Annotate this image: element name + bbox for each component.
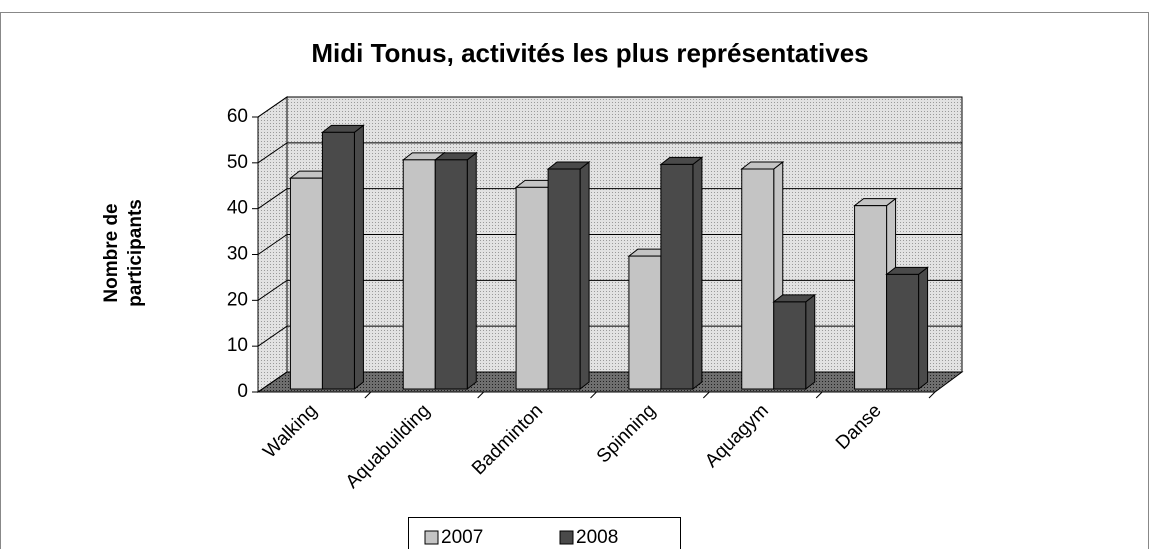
bar [659, 156, 704, 391]
bar-front [628, 255, 662, 390]
y-tick-label: 30 [227, 244, 248, 265]
grid-line [257, 234, 962, 255]
bar-side [466, 151, 477, 391]
x-tick [477, 391, 485, 399]
x-tick-label: Danse [832, 400, 886, 454]
x-tick [702, 391, 710, 399]
legend-label: 2007 [441, 527, 483, 548]
bar-side [692, 156, 703, 391]
y-axis-title: Nombre de [101, 203, 122, 302]
bar [433, 151, 478, 391]
grid-line [257, 279, 962, 301]
bar-front [773, 301, 807, 390]
bar [546, 160, 591, 391]
bar-front [854, 205, 888, 390]
legend [408, 517, 681, 549]
bar-front [515, 186, 549, 390]
bar-side [918, 266, 929, 391]
grid-line [257, 325, 962, 347]
y-tick-label: 20 [227, 289, 248, 310]
x-tick [815, 391, 823, 399]
bar [320, 124, 365, 391]
y-tick-label: 40 [227, 198, 248, 219]
x-tick [590, 391, 597, 399]
bar-front [434, 159, 468, 390]
x-tick-label: Spinning [593, 400, 660, 467]
x-tick-label: Aquagym [701, 400, 773, 472]
grid-line [257, 142, 962, 164]
legend-label: 2008 [576, 527, 618, 548]
y-axis-title: participants [125, 199, 146, 307]
y-tick-label: 60 [227, 106, 248, 127]
x-tick-label: Badminton [468, 400, 547, 479]
bar-side [353, 124, 364, 391]
x-tick-label: Walking [259, 400, 321, 462]
bar-front [741, 168, 775, 390]
x-tick [928, 391, 936, 399]
grid-line [257, 188, 962, 210]
bar [627, 248, 672, 391]
y-tick-label: 50 [227, 152, 248, 173]
chart-title: Midi Tonus, activités les plus représent… [311, 38, 868, 68]
bar-side [805, 293, 816, 391]
bar [740, 160, 785, 391]
bar-front [886, 273, 920, 390]
grid-line [257, 96, 962, 118]
bar [885, 266, 930, 391]
y-tick-label: 0 [237, 381, 248, 402]
grid-line [257, 371, 962, 393]
x-tick-label: Aquabuilding [342, 400, 435, 493]
bar-front [289, 177, 323, 390]
bar-front [547, 168, 581, 390]
y-tick-label: 10 [227, 335, 248, 356]
legend-swatch [559, 530, 574, 545]
bar-side [579, 160, 590, 391]
legend-swatch [424, 530, 439, 545]
bar [772, 293, 817, 391]
bar-front [321, 131, 355, 390]
bar-front [660, 163, 694, 390]
x-tick [364, 391, 372, 399]
bar-front [402, 159, 436, 390]
